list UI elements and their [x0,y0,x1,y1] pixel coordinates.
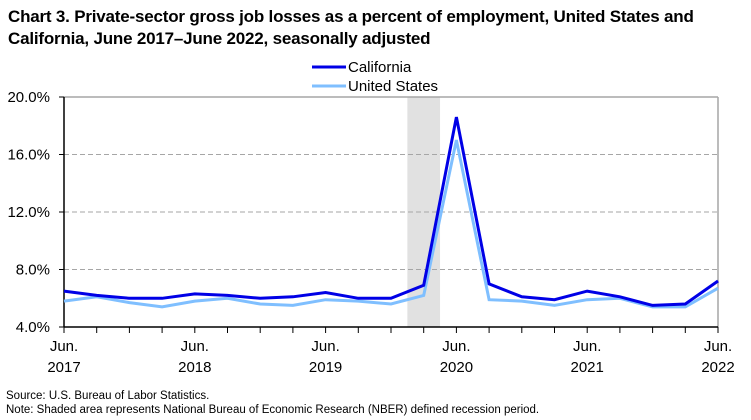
legend-label-united-states: United States [348,78,438,95]
legend: California United States [312,59,438,95]
y-tick-label: 4.0% [16,319,50,336]
legend-label-california: California [348,59,412,76]
x-tick-label: Jun. [573,338,601,355]
x-tick-label: 2021 [571,359,604,376]
source-note: Source: U.S. Bureau of Labor Statistics. [6,390,210,402]
y-tick-label: 20.0% [7,89,50,106]
x-tick-label: 2022 [701,359,734,376]
x-tick-label: Jun. [704,338,732,355]
x-tick-label: Jun. [442,338,470,355]
y-tick-label: 12.0% [7,204,50,221]
gridlines-group [64,96,719,327]
x-tick-label: Jun. [311,338,339,355]
series-group [63,116,719,309]
x-tick-label: 2017 [47,359,80,376]
y-tick-label: 16.0% [7,147,50,164]
chart-title: Chart 3. Private-sector gross job losses… [8,7,694,48]
x-tick-label: Jun. [181,338,209,355]
series-line-california [63,116,719,307]
axes-group: 4.0% 8.0% 12.0% 16.0% 20.0% Jun. 2017 Jun. 2018 J… [7,89,734,376]
x-tick-label: 2018 [178,359,211,376]
x-tick-label: 2019 [309,359,342,376]
y-tick-label: 8.0% [16,262,50,279]
shading-note: Note: Shaded area represents National Bu… [6,404,540,416]
x-tick-label: Jun. [50,338,78,355]
x-tick-label: 2020 [440,359,473,376]
series-line-united-states [63,139,719,309]
